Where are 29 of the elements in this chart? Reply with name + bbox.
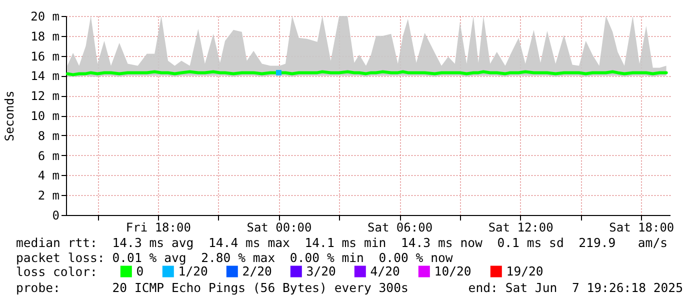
y-tick-label: 14 m bbox=[30, 69, 60, 84]
legend-label: 1/20 bbox=[178, 264, 208, 278]
text: packet loss: 0.01 % avg 2.80 % max 0.00 % min 0.00 % now bbox=[16, 251, 453, 266]
legend-label: 10/20 bbox=[434, 264, 472, 278]
text: median rtt: 14.3 ms avg 14.4 ms max 14.1 ms min 14.3 ms now 0.1 ms sd 219.9 am/s bbox=[16, 236, 668, 251]
legend-label: 0 bbox=[136, 264, 144, 278]
text: probe: 20 ICMP Echo Pings (56 Bytes) every 300s bbox=[16, 281, 408, 296]
y-tick-label: 12 m bbox=[30, 89, 60, 104]
y-tick-label: 8 m bbox=[38, 128, 60, 143]
y-tick-label: 4 m bbox=[38, 168, 60, 183]
legend-label: 3/20 bbox=[306, 264, 336, 278]
y-tick-label: 2 m bbox=[38, 188, 60, 203]
y-tick-label: 0 bbox=[52, 208, 60, 222]
legend-label: 2/20 bbox=[242, 264, 272, 278]
x-tick-label: Sat 00:00 bbox=[246, 220, 312, 234]
y-tick-label: 16 m bbox=[30, 49, 60, 64]
text: end: Sat Jun 7 19:26:18 2025 bbox=[468, 281, 683, 296]
legend-label: 19/20 bbox=[506, 264, 544, 278]
y-axis-title: Seconds bbox=[2, 90, 17, 142]
x-tick-label: Fri 18:00 bbox=[126, 220, 191, 234]
x-tick-label: Sat 06:00 bbox=[368, 220, 433, 234]
y-tick-label: 18 m bbox=[30, 29, 60, 44]
y-tick-label: 10 m bbox=[30, 109, 60, 123]
x-tick-label: Sat 12:00 bbox=[488, 220, 554, 234]
y-tick-label: 20 m bbox=[30, 10, 60, 24]
x-tick-label: Sat 18:00 bbox=[609, 220, 674, 234]
y-tick-label: 6 m bbox=[38, 148, 60, 163]
legend-title: loss color: bbox=[16, 265, 98, 279]
legend-label: 4/20 bbox=[370, 264, 400, 278]
